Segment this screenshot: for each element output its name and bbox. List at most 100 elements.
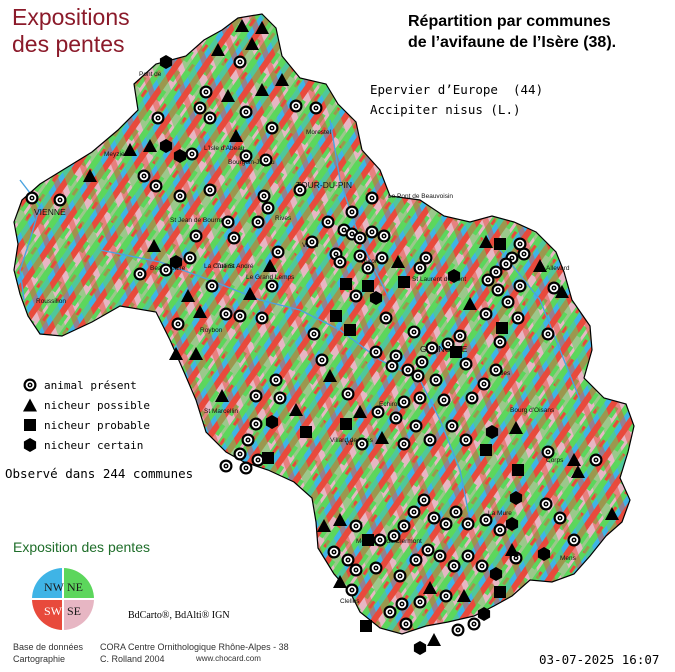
marker-present bbox=[541, 445, 555, 459]
marker-present bbox=[413, 261, 427, 275]
marker-present bbox=[481, 273, 495, 287]
marker-present bbox=[461, 549, 475, 563]
marker-probable bbox=[480, 444, 492, 456]
marker-present bbox=[307, 327, 321, 341]
marker-present bbox=[365, 225, 379, 239]
species-info: Epervier d’Europe (44) Accipiter nisus (… bbox=[370, 80, 543, 120]
place-label: Corps bbox=[546, 457, 564, 464]
marker-present bbox=[489, 363, 503, 377]
marker-possible bbox=[317, 519, 331, 532]
marker-present bbox=[491, 283, 505, 297]
marker-present bbox=[465, 391, 479, 405]
marker-present bbox=[345, 583, 359, 597]
marker-possible bbox=[215, 389, 229, 402]
place-label: VIENNE bbox=[34, 207, 66, 217]
place-label: Bourgoin-Jallieu bbox=[228, 159, 275, 166]
place-label: Monestier de Clermont bbox=[356, 538, 422, 545]
place-label: St Jean de Bournay bbox=[170, 217, 228, 224]
quadrant-label-se: SE bbox=[67, 604, 81, 618]
marker-present bbox=[511, 311, 525, 325]
marker-probable bbox=[300, 426, 312, 438]
marker-possible bbox=[463, 297, 477, 310]
map-legend: animal présent nicheur possible nicheur … bbox=[22, 375, 150, 455]
marker-present bbox=[389, 349, 403, 363]
marker-present bbox=[411, 369, 425, 383]
marker-certain bbox=[509, 491, 523, 505]
marker-possible bbox=[275, 73, 289, 86]
marker-present bbox=[453, 329, 467, 343]
bdcarto-credit: BdCarto®, BdAlti® IGN bbox=[128, 610, 230, 621]
marker-possible bbox=[423, 581, 437, 594]
marker-present bbox=[449, 505, 463, 519]
place-label: Morestel bbox=[306, 129, 331, 136]
marker-certain bbox=[369, 291, 383, 305]
legend-label: nicheur possible bbox=[44, 398, 150, 412]
marker-present bbox=[399, 617, 413, 631]
map-subtitle: Répartition par communes de l’avifaune d… bbox=[408, 11, 616, 53]
marker-present bbox=[53, 193, 67, 207]
marker-present bbox=[349, 289, 363, 303]
observed-count: Observé dans 244 communes bbox=[5, 466, 194, 481]
marker-present bbox=[459, 433, 473, 447]
place-label: Le Pont de Beauvoisin bbox=[388, 193, 453, 200]
marker-present bbox=[239, 149, 253, 163]
place-label: Rives bbox=[275, 215, 292, 222]
marker-probable bbox=[494, 586, 506, 598]
department-outline bbox=[13, 13, 635, 635]
marker-present bbox=[393, 569, 407, 583]
marker-probable bbox=[494, 238, 506, 250]
marker-present bbox=[273, 391, 287, 405]
marker-present bbox=[239, 105, 253, 119]
legend-label: nicheur probable bbox=[44, 418, 150, 432]
marker-certain bbox=[173, 149, 187, 163]
marker-certain bbox=[485, 425, 499, 439]
marker-present bbox=[259, 153, 273, 167]
marker-present bbox=[459, 357, 473, 371]
marker-certain bbox=[265, 415, 279, 429]
marker-present bbox=[251, 215, 265, 229]
marker-present bbox=[233, 55, 247, 69]
marker-present bbox=[327, 545, 341, 559]
marker-present bbox=[361, 261, 375, 275]
marker-present bbox=[151, 111, 165, 125]
marker-possible bbox=[83, 169, 97, 182]
marker-certain bbox=[477, 607, 491, 621]
marker-present bbox=[397, 437, 411, 451]
marker-present bbox=[369, 561, 383, 575]
marker-present bbox=[289, 99, 303, 113]
place-label: Mens bbox=[560, 555, 577, 562]
marker-present bbox=[493, 523, 507, 537]
quadrant-label-sw: SW bbox=[44, 604, 63, 618]
marker-present bbox=[397, 395, 411, 409]
place-label: St Laurent du Pont bbox=[412, 276, 466, 283]
exposition-rose: NW NE SW SE bbox=[32, 568, 94, 630]
marker-present bbox=[257, 189, 271, 203]
marker-present bbox=[183, 251, 197, 265]
marker-present bbox=[221, 215, 235, 229]
marker-present bbox=[423, 433, 437, 447]
place-label: GRENOBLE bbox=[420, 344, 468, 354]
marker-present bbox=[493, 335, 507, 349]
marker-present bbox=[341, 387, 355, 401]
legend-item-certain: nicheur certain bbox=[22, 435, 150, 455]
marker-present bbox=[567, 533, 581, 547]
map-title-line1: Expositions bbox=[12, 4, 130, 30]
marker-present bbox=[205, 279, 219, 293]
marker-probable bbox=[340, 418, 352, 430]
marker-present bbox=[541, 327, 555, 341]
place-label: TOUR-DU-PIN bbox=[296, 180, 352, 190]
marker-present bbox=[401, 363, 415, 377]
quadrant-nw bbox=[32, 568, 63, 599]
marker-present bbox=[219, 459, 233, 473]
marker-present bbox=[375, 251, 389, 265]
marker-certain bbox=[447, 269, 461, 283]
marker-present bbox=[171, 317, 185, 331]
marker-possible bbox=[323, 369, 337, 382]
marker-present bbox=[355, 437, 369, 451]
marker-present bbox=[447, 559, 461, 573]
marker-present bbox=[479, 307, 493, 321]
marker-present bbox=[413, 391, 427, 405]
place-label: La Côte St André bbox=[204, 263, 254, 270]
marker-present bbox=[241, 433, 255, 447]
marker-possible bbox=[181, 289, 195, 302]
